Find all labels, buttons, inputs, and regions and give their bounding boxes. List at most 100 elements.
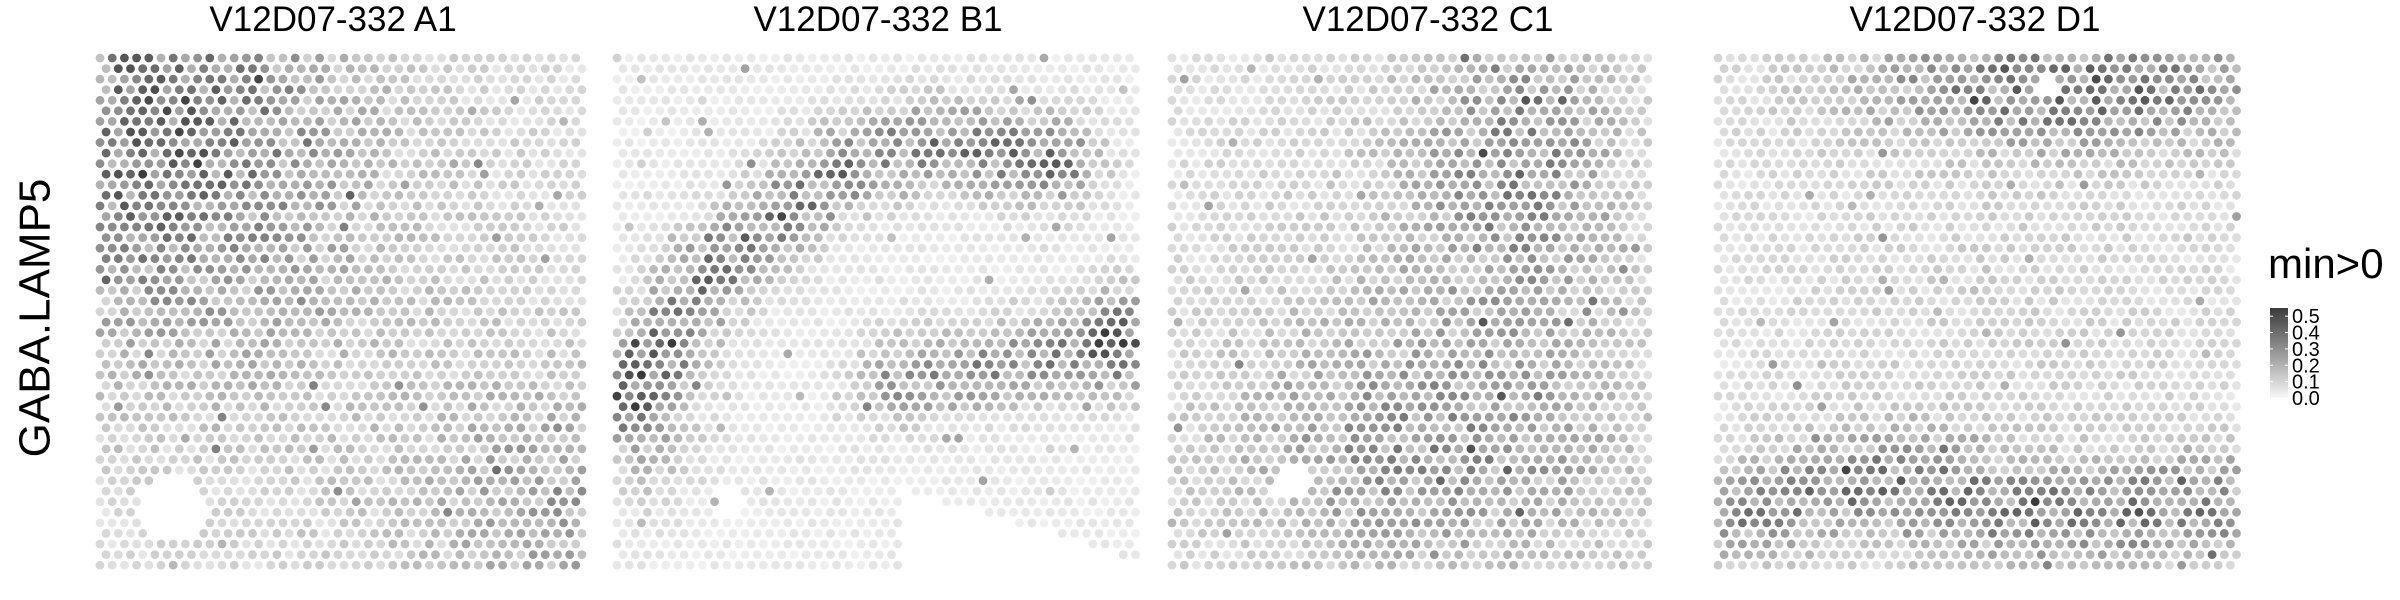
spot [498, 497, 507, 507]
spot [406, 529, 416, 538]
spot [418, 338, 428, 348]
spot [1051, 201, 1061, 211]
spot [425, 201, 434, 211]
spot [795, 117, 805, 126]
spot [1082, 381, 1092, 390]
spot [492, 529, 501, 538]
spot [740, 507, 750, 517]
spot [150, 212, 160, 221]
spot [746, 497, 756, 507]
spot [1082, 423, 1092, 433]
spot [1576, 296, 1586, 306]
spot [205, 412, 215, 422]
spot [193, 74, 203, 84]
spot [382, 169, 392, 179]
spot [1637, 64, 1647, 73]
spot [667, 381, 677, 390]
spot [1375, 243, 1384, 253]
spot [229, 455, 239, 464]
spot [425, 159, 434, 169]
spot [844, 243, 854, 253]
spot [376, 328, 385, 338]
spot [1198, 190, 1207, 200]
spot [1368, 85, 1378, 95]
spot [1216, 328, 1226, 338]
spot [510, 518, 520, 528]
spot [795, 433, 805, 443]
spot [461, 264, 471, 274]
spot [254, 117, 263, 126]
spot [486, 95, 495, 105]
spot [832, 412, 841, 422]
spot [339, 455, 349, 464]
spot [406, 106, 416, 116]
spot [1064, 159, 1073, 169]
spot [1039, 455, 1049, 464]
spot [630, 64, 640, 73]
spot [1033, 360, 1043, 369]
spot [685, 95, 695, 105]
spot [1314, 307, 1323, 316]
spot [911, 190, 921, 200]
spot [716, 529, 726, 538]
spot [1460, 180, 1470, 190]
spot [948, 402, 957, 412]
spot [734, 95, 744, 105]
spot [844, 370, 854, 380]
spot [376, 264, 385, 274]
spot [984, 85, 994, 95]
spot [893, 222, 902, 232]
spot [1314, 286, 1323, 295]
spot [559, 117, 568, 126]
spot [1185, 85, 1195, 95]
spot [144, 201, 154, 211]
spot [1100, 180, 1110, 190]
spot [126, 381, 135, 390]
spot [1192, 138, 1201, 147]
spot [795, 391, 805, 401]
spot [1637, 106, 1647, 116]
spot [1454, 212, 1464, 221]
spot [911, 465, 921, 475]
spot [1551, 233, 1561, 243]
spot [1167, 53, 1177, 63]
spot [1167, 95, 1177, 105]
spot [498, 222, 507, 232]
spot [716, 127, 726, 137]
spot [935, 360, 945, 369]
spot [948, 296, 957, 306]
spot [205, 180, 215, 190]
spot [1466, 106, 1476, 116]
spot [1009, 169, 1018, 179]
spot [431, 423, 440, 433]
spot [722, 370, 732, 380]
spot [820, 539, 829, 549]
spot [351, 539, 361, 549]
spot [162, 148, 172, 158]
spot [321, 444, 331, 454]
spot [832, 455, 841, 464]
spot [339, 159, 349, 169]
spot [516, 254, 526, 264]
spot [187, 360, 196, 369]
spot [728, 64, 738, 73]
spot [1185, 190, 1195, 200]
spot [801, 127, 811, 137]
spot [691, 317, 701, 327]
spot [284, 106, 294, 116]
spot [1088, 201, 1098, 211]
spot [479, 507, 489, 517]
spot [1179, 201, 1189, 211]
spot [954, 328, 963, 338]
spot [1167, 222, 1177, 232]
spot [1240, 328, 1250, 338]
spot [612, 53, 622, 63]
spot [1356, 148, 1366, 158]
spot [996, 381, 1006, 390]
spot [911, 317, 921, 327]
spot [144, 560, 154, 570]
spot [211, 296, 221, 306]
spot [1210, 296, 1220, 306]
spot [559, 433, 568, 443]
spot [923, 64, 933, 73]
